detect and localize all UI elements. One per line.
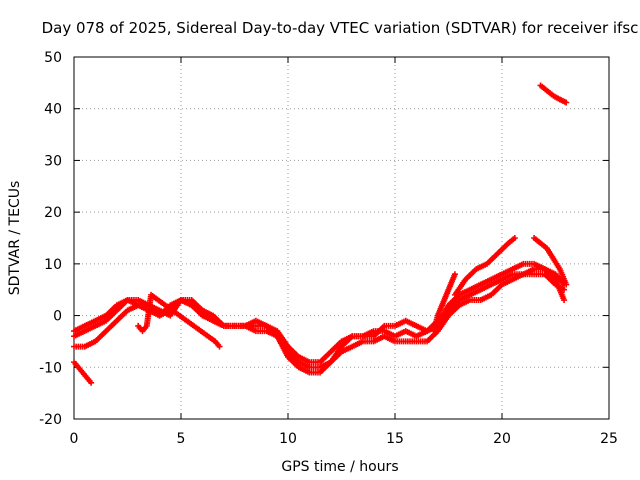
data-point: [561, 297, 568, 304]
y-axis-label: SDTVAR / TECUs: [7, 181, 23, 296]
data-point: [216, 343, 223, 350]
y-tick-label: 30: [44, 153, 62, 169]
x-tick-label: 20: [493, 431, 511, 447]
x-tick-label: 25: [600, 431, 618, 447]
series-track-h: [537, 82, 570, 106]
y-tick-label: -10: [39, 360, 62, 376]
y-tick-label: 40: [44, 102, 62, 118]
data-point: [511, 235, 518, 241]
tick-marks: [73, 56, 610, 420]
y-tick-labels: -20 -10 0 10 20 30 40 50: [39, 50, 62, 428]
series-track-f: [531, 235, 570, 288]
series-track-i: [135, 291, 223, 350]
y-tick-label: 10: [44, 257, 62, 273]
data-point: [451, 271, 458, 278]
series-track-d: [430, 271, 458, 335]
chart-title: Day 078 of 2025, Sidereal Day-to-day VTE…: [42, 19, 639, 37]
data-points: [71, 82, 570, 386]
x-tick-label: 10: [279, 431, 297, 447]
data-point: [563, 281, 570, 288]
x-axis-label: GPS time / hours: [281, 459, 398, 475]
x-tick-labels: 0 5 10 15 20 25: [70, 431, 618, 447]
x-tick-label: 0: [70, 431, 79, 447]
series-track-g: [71, 359, 95, 386]
data-point: [561, 286, 568, 293]
plot-frame: [73, 56, 610, 420]
y-tick-label: 50: [44, 50, 62, 66]
grid-lines: [74, 57, 609, 419]
y-tick-label: -20: [39, 412, 62, 428]
y-tick-label: 0: [53, 309, 62, 325]
data-point: [88, 379, 95, 386]
series-track-e: [451, 235, 518, 298]
x-tick-label: 15: [386, 431, 404, 447]
y-tick-label: 20: [44, 205, 62, 221]
series-track-c: [71, 260, 568, 376]
data-point: [563, 99, 570, 106]
x-tick-label: 5: [177, 431, 186, 447]
